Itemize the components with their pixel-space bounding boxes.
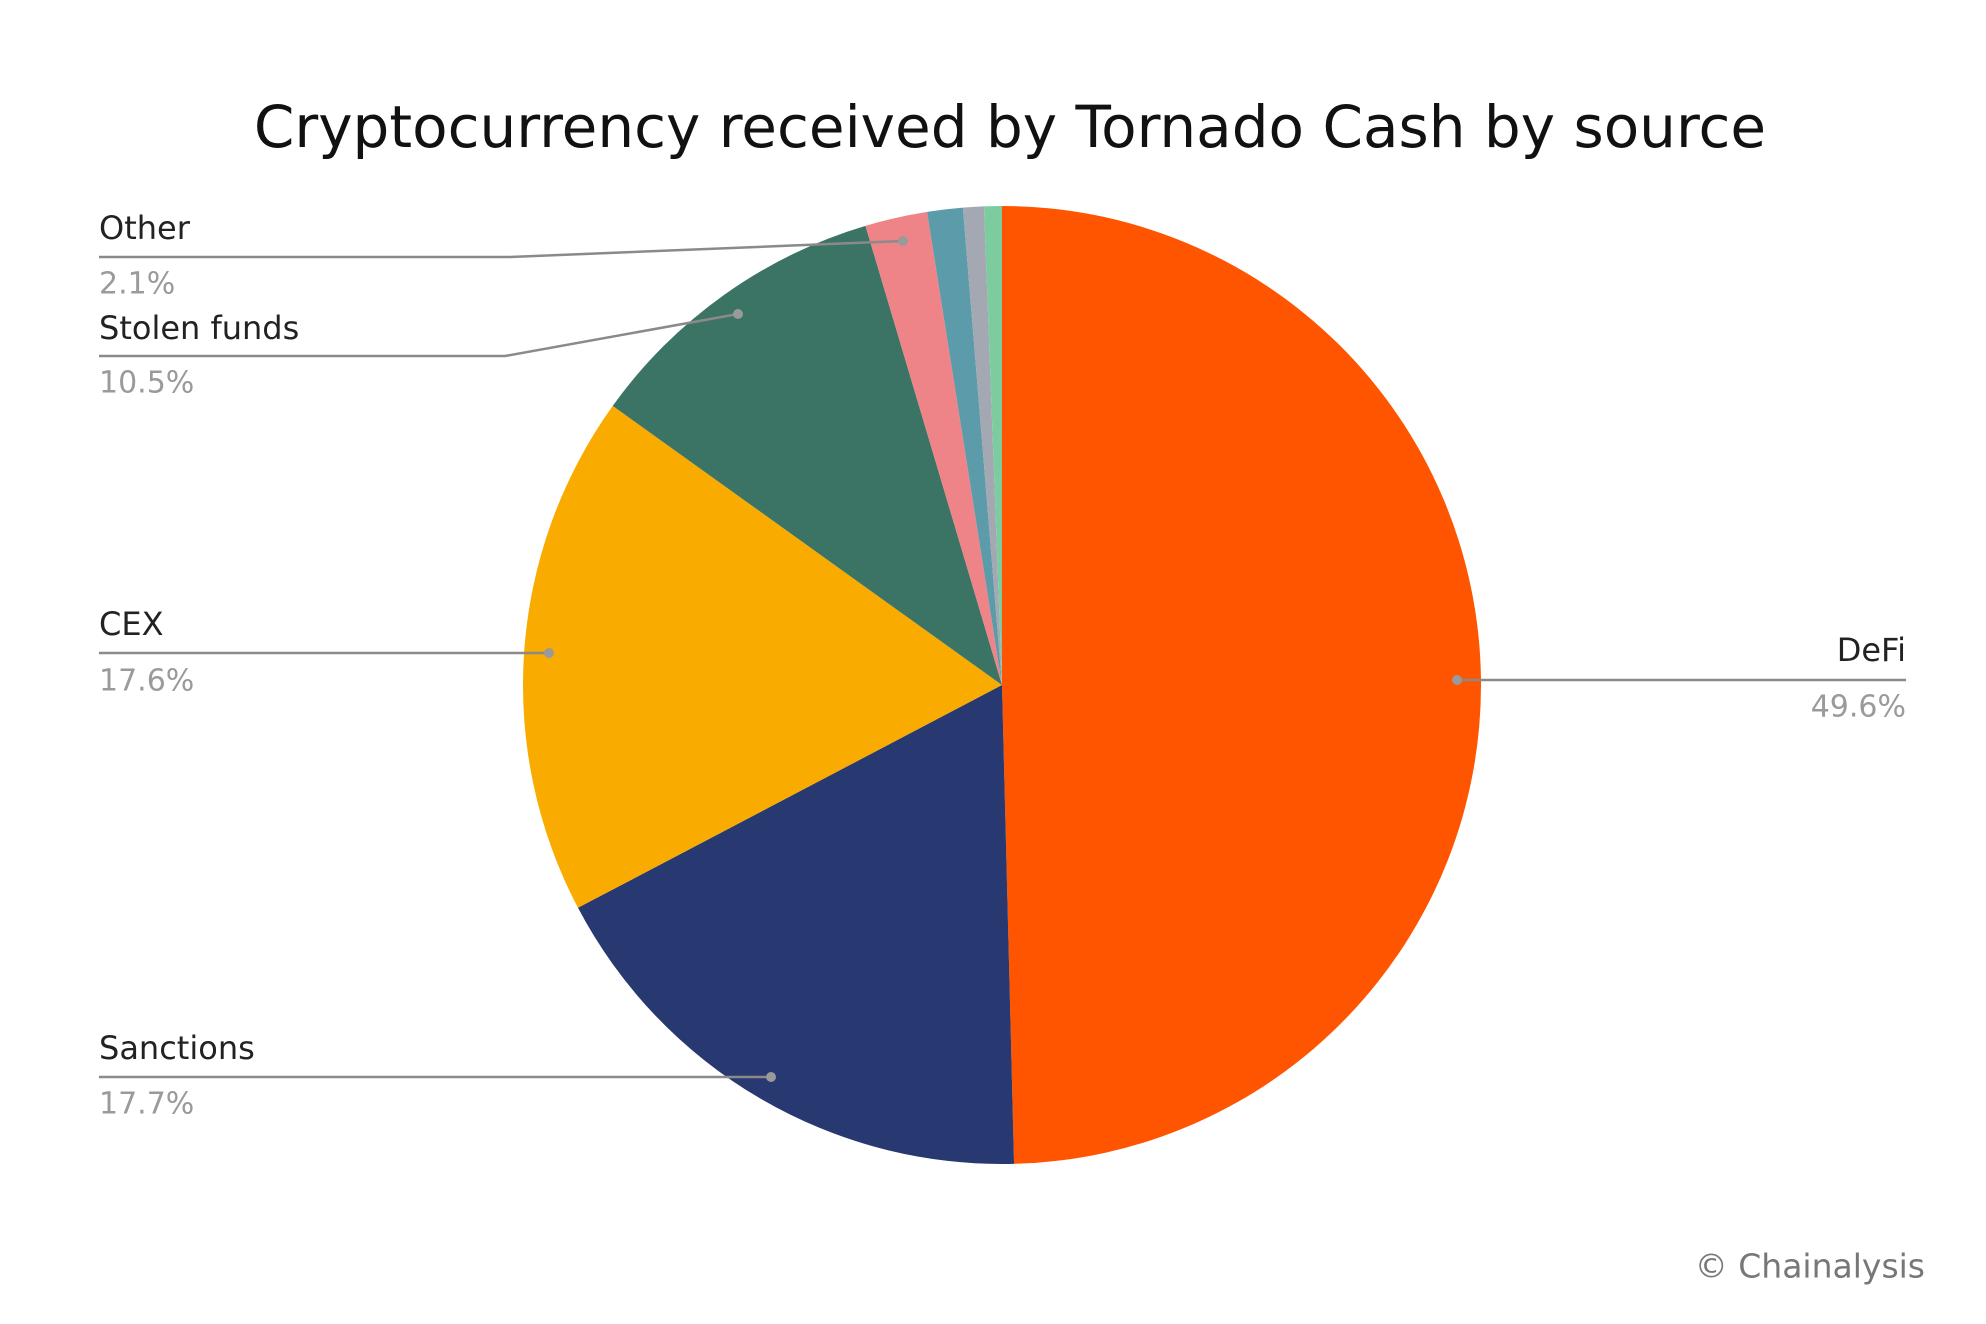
leader-dot: [898, 236, 908, 246]
pie-slice: [577, 685, 1015, 1164]
pie-slice: [927, 207, 1002, 685]
slice-name: Stolen funds: [99, 309, 299, 347]
pie-slice: [983, 206, 1002, 685]
slice-value-label: 10.5%: [99, 366, 194, 401]
leader-line: [99, 239, 904, 259]
pie-slice: [865, 211, 1002, 685]
leader-dot: [766, 1072, 776, 1082]
slice-name: CEX: [99, 605, 163, 643]
slice-value-label: 2.1%: [99, 267, 175, 302]
leader-dot: [544, 648, 554, 658]
slice-value-label: 49.6%: [1811, 690, 1906, 725]
source-credit: © Chainalysis: [1695, 1247, 1925, 1286]
slice-value-label: 17.6%: [99, 664, 194, 699]
pie-slice: [1002, 206, 1481, 1164]
slice-name: DeFi: [1837, 631, 1906, 669]
slice-name: Sanctions: [99, 1029, 255, 1067]
pie-slice: [612, 225, 1002, 686]
slice-value-label: 17.7%: [99, 1087, 194, 1122]
slice-name: Other: [99, 209, 191, 247]
pie-slice: [962, 206, 1002, 686]
leader-dot: [1452, 675, 1462, 685]
leader-line: [99, 312, 739, 358]
pie-slice: [522, 405, 1002, 908]
leader-dot: [733, 309, 743, 319]
chart-title: Cryptocurrency received by Tornado Cash …: [254, 93, 1766, 161]
